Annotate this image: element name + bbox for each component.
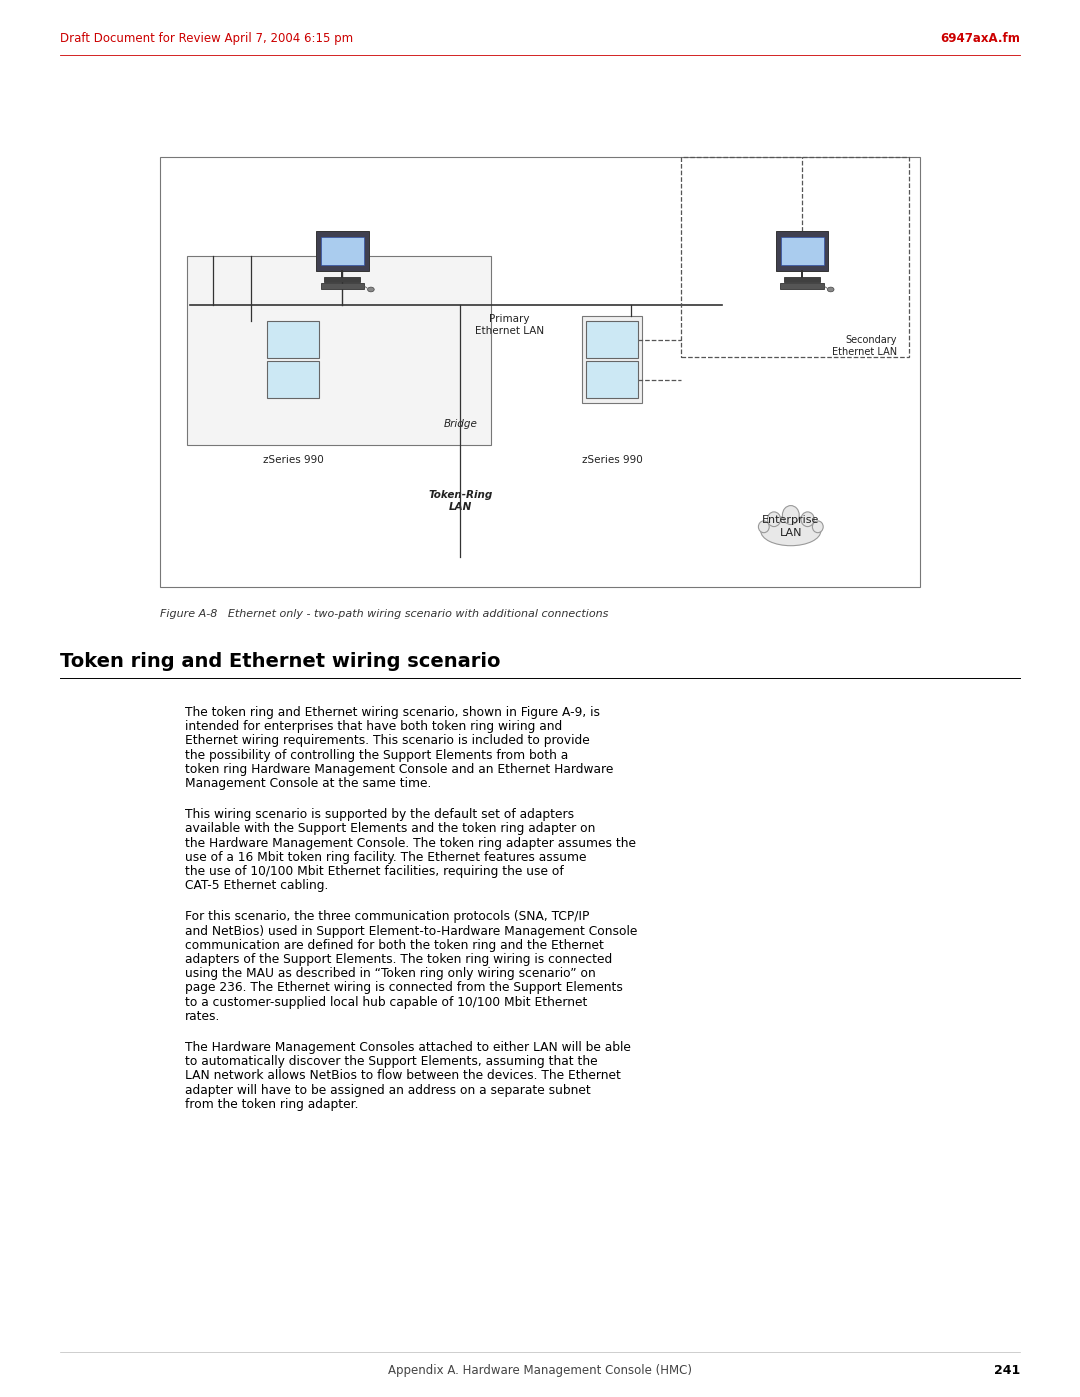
Bar [582, 316, 643, 404]
Text: adapter will have to be assigned an address on a separate subnet: adapter will have to be assigned an addr… [185, 1084, 591, 1097]
Text: page 236. The Ethernet wiring is connected from the Support Elements: page 236. The Ethernet wiring is connect… [185, 982, 623, 995]
Text: intended for enterprises that have both token ring wiring and: intended for enterprises that have both … [185, 721, 563, 733]
Ellipse shape [768, 511, 781, 527]
Text: The token ring and Ethernet wiring scenario, shown in Figure A-9, is: The token ring and Ethernet wiring scena… [185, 705, 600, 719]
Text: Enterprise
LAN: Enterprise LAN [762, 515, 820, 538]
Bar [187, 256, 490, 446]
Text: Appendix A. Hardware Management Console (HMC): Appendix A. Hardware Management Console … [388, 1363, 692, 1377]
Bar [586, 321, 638, 358]
Bar [267, 321, 319, 358]
Text: CAT-5 Ethernet cabling.: CAT-5 Ethernet cabling. [185, 879, 328, 893]
Text: from the token ring adapter.: from the token ring adapter. [185, 1098, 359, 1111]
Text: the possibility of controlling the Support Elements from both a: the possibility of controlling the Suppo… [185, 749, 568, 761]
Text: Primary
Ethernet LAN: Primary Ethernet LAN [475, 314, 544, 335]
Text: 6947axA.fm: 6947axA.fm [940, 32, 1020, 45]
Bar [680, 156, 908, 358]
Bar [321, 282, 364, 289]
Text: Draft Document for Review April 7, 2004 6:15 pm: Draft Document for Review April 7, 2004 … [60, 32, 353, 45]
Bar [324, 277, 361, 282]
Bar [316, 231, 368, 271]
Text: SE: SE [605, 334, 620, 346]
Bar [781, 282, 824, 289]
Text: SE: SE [285, 373, 300, 386]
Text: use of a 16 Mbit token ring facility. The Ethernet features assume: use of a 16 Mbit token ring facility. Th… [185, 851, 586, 863]
Ellipse shape [827, 288, 834, 292]
Ellipse shape [782, 506, 799, 524]
Text: This wiring scenario is supported by the default set of adapters: This wiring scenario is supported by the… [185, 809, 575, 821]
Text: Token ring and Ethernet wiring scenario: Token ring and Ethernet wiring scenario [60, 652, 500, 671]
Text: adapters of the Support Elements. The token ring wiring is connected: adapters of the Support Elements. The to… [185, 953, 612, 965]
Text: rates.: rates. [185, 1010, 220, 1023]
Text: Token-Ring
LAN: Token-Ring LAN [428, 490, 492, 513]
Bar [160, 156, 920, 587]
Ellipse shape [758, 521, 769, 532]
Text: communication are defined for both the token ring and the Ethernet: communication are defined for both the t… [185, 939, 604, 951]
Bar [784, 277, 820, 282]
Text: using the MAU as described in “Token ring only wiring scenario” on: using the MAU as described in “Token rin… [185, 967, 596, 981]
Bar [781, 236, 824, 265]
Text: Figure A-8   Ethernet only - two-path wiring scenario with additional connection: Figure A-8 Ethernet only - two-path wiri… [160, 609, 608, 619]
Text: 241: 241 [994, 1363, 1020, 1377]
Text: the Hardware Management Console. The token ring adapter assumes the: the Hardware Management Console. The tok… [185, 837, 636, 849]
Text: Bridge: Bridge [443, 419, 477, 429]
Text: to automatically discover the Support Elements, assuming that the: to automatically discover the Support El… [185, 1055, 597, 1069]
Text: zSeries 990: zSeries 990 [262, 455, 323, 465]
Text: to a customer-supplied local hub capable of 10/100 Mbit Ethernet: to a customer-supplied local hub capable… [185, 996, 588, 1009]
Text: zSeries 990: zSeries 990 [582, 455, 643, 465]
Text: available with the Support Elements and the token ring adapter on: available with the Support Elements and … [185, 823, 595, 835]
Text: For this scenario, the three communication protocols (SNA, TCP/IP: For this scenario, the three communicati… [185, 911, 590, 923]
Text: Secondary
Ethernet LAN: Secondary Ethernet LAN [832, 335, 897, 358]
Text: SE: SE [605, 373, 620, 386]
Ellipse shape [367, 288, 375, 292]
Text: Ethernet wiring requirements. This scenario is included to provide: Ethernet wiring requirements. This scena… [185, 735, 590, 747]
Text: the use of 10/100 Mbit Ethernet facilities, requiring the use of: the use of 10/100 Mbit Ethernet faciliti… [185, 865, 564, 877]
Ellipse shape [760, 517, 821, 546]
Text: Management Console at the same time.: Management Console at the same time. [185, 777, 431, 789]
Bar [777, 231, 828, 271]
Text: SE: SE [285, 334, 300, 346]
Ellipse shape [801, 511, 814, 527]
Bar [586, 362, 638, 398]
Text: and NetBios) used in Support Element-to-Hardware Management Console: and NetBios) used in Support Element-to-… [185, 925, 637, 937]
Text: The Hardware Management Consoles attached to either LAN will be able: The Hardware Management Consoles attache… [185, 1041, 631, 1053]
Text: token ring Hardware Management Console and an Ethernet Hardware: token ring Hardware Management Console a… [185, 763, 613, 775]
Text: LAN network allows NetBios to flow between the devices. The Ethernet: LAN network allows NetBios to flow betwe… [185, 1069, 621, 1083]
Ellipse shape [812, 521, 823, 532]
Bar [321, 236, 364, 265]
Bar [267, 362, 319, 398]
